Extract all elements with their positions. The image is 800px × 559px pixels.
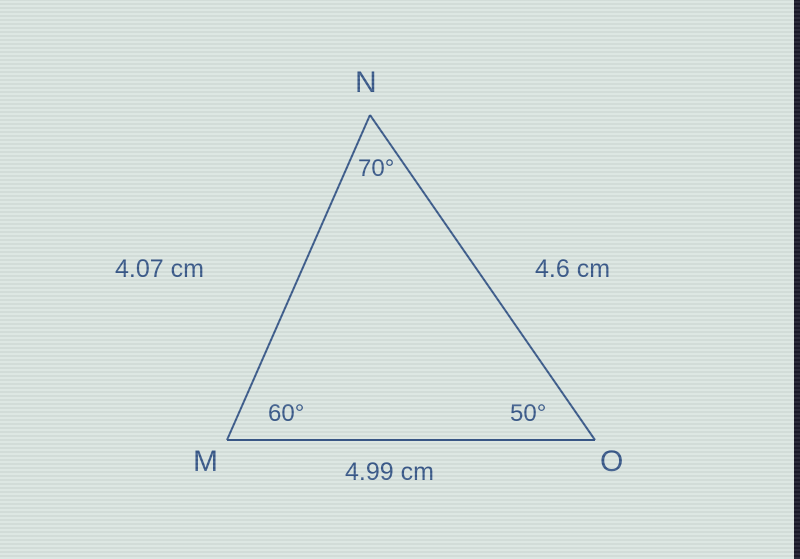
angle-o-label: 50° — [510, 400, 546, 428]
vertex-o-label: O — [600, 445, 623, 479]
vertex-m-label: M — [193, 445, 218, 479]
side-no-label: 4.6 cm — [535, 255, 610, 284]
angle-n-label: 70° — [358, 155, 394, 183]
side-mo-label: 4.99 cm — [345, 458, 434, 487]
angle-m-label: 60° — [268, 400, 304, 428]
side-mn-label: 4.07 cm — [115, 255, 204, 284]
side-mn — [227, 115, 370, 440]
triangle-diagram: N M O 70° 60° 50° 4.07 cm 4.6 cm 4.99 cm — [0, 0, 800, 559]
vertex-n-label: N — [355, 66, 377, 100]
right-edge-border — [794, 0, 800, 559]
